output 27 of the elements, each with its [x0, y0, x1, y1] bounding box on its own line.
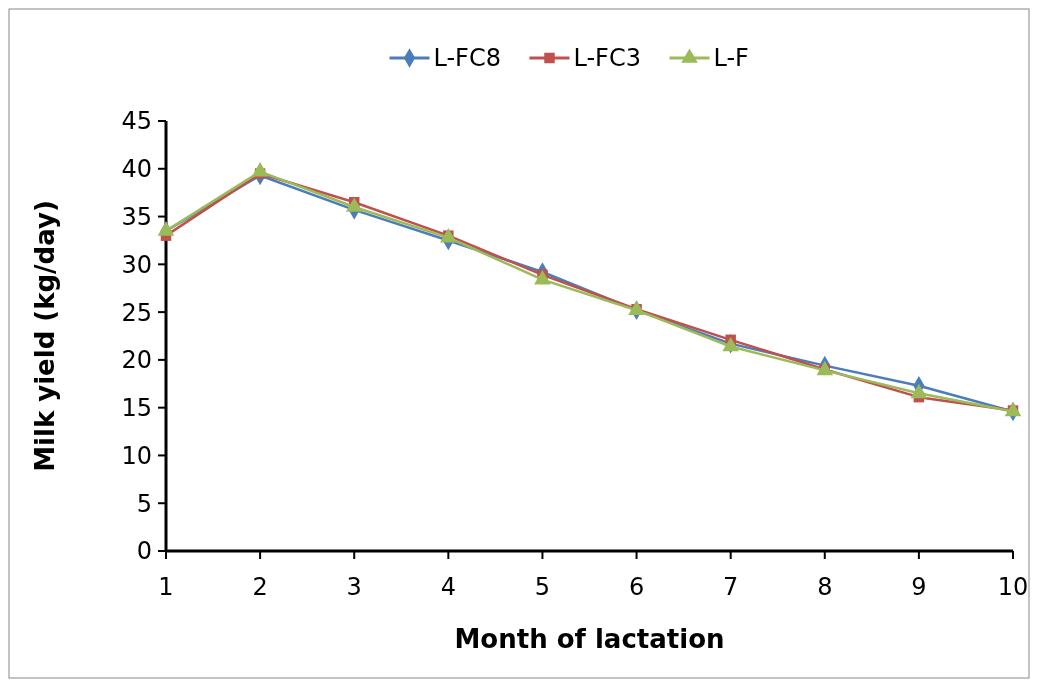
y-tick-label: 40 [121, 155, 152, 184]
x-tick-label: 2 [252, 573, 268, 601]
y-tick-label: 35 [121, 202, 152, 231]
point [251, 162, 269, 177]
x-tick-label: 9 [911, 573, 927, 601]
legend-label: L-FC3 [573, 44, 641, 73]
y-tick-label: 25 [121, 298, 152, 327]
y-tick-label: 45 [121, 107, 152, 136]
x-axis-title: Month of lactation [454, 624, 725, 654]
x-tick-label: 8 [817, 573, 833, 601]
x-tick-label: 1 [158, 573, 174, 601]
x-tick-label: 3 [346, 573, 362, 601]
y-tick-label: 30 [121, 250, 152, 279]
x-tick-label: 5 [534, 573, 551, 601]
x-tick-label: 7 [723, 573, 739, 601]
y-tick-label: 10 [121, 441, 152, 470]
y-tick-label: 0 [136, 537, 152, 566]
y-axis-title: Milk yield (kg/day) [30, 200, 60, 472]
y-tick-label: 20 [121, 346, 152, 375]
legend-label: L-F [713, 44, 749, 73]
x-tick-label: 6 [628, 573, 645, 601]
x-tick-label: 10 [997, 573, 1029, 601]
y-tick-label: 15 [121, 394, 152, 423]
x-tick-label: 4 [440, 573, 456, 601]
y-tick-label: 5 [136, 489, 152, 518]
legend-label: L-FC8 [433, 44, 501, 73]
point [534, 270, 551, 285]
